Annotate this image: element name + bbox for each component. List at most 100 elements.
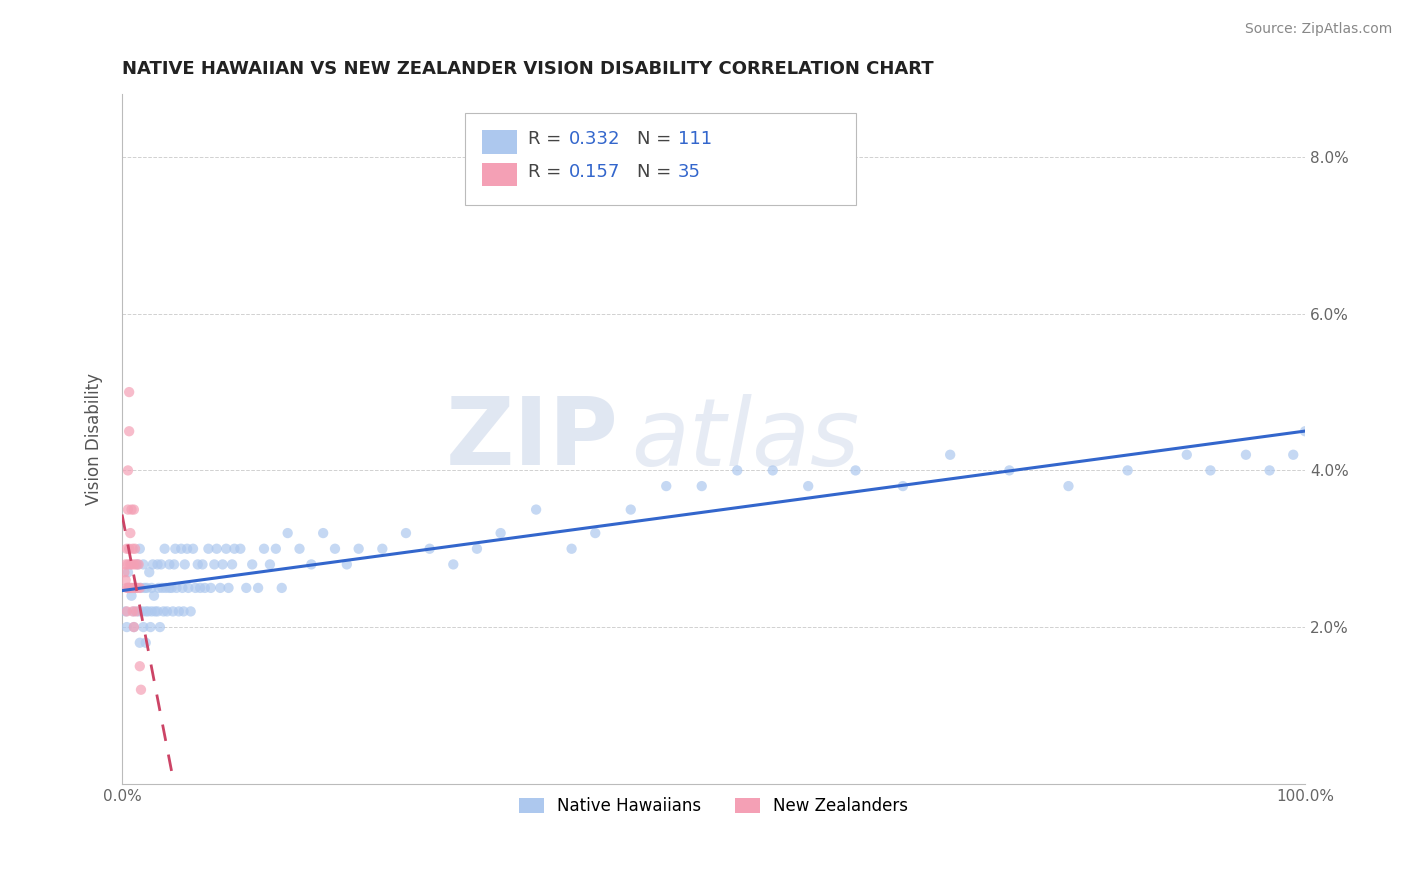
Point (138, 566, 160, 580)
Point (132, 558, 155, 572)
Point (524, 502, 547, 516)
Point (120, 581, 142, 595)
Point (118, 541, 141, 556)
Point (1294, 424, 1316, 438)
Point (323, 541, 346, 556)
Point (347, 541, 370, 556)
Point (129, 581, 152, 595)
Point (180, 604, 202, 618)
Y-axis label: Vision Disability: Vision Disability (86, 373, 103, 505)
Point (336, 558, 359, 572)
Point (117, 558, 139, 572)
Point (270, 581, 292, 595)
Point (1282, 448, 1305, 462)
Point (150, 558, 173, 572)
Point (128, 581, 150, 595)
Point (128, 541, 150, 556)
Point (561, 541, 583, 556)
Point (114, 573, 136, 587)
Point (120, 526, 142, 541)
Point (240, 558, 263, 572)
Point (177, 581, 200, 595)
Point (157, 558, 180, 572)
Point (173, 604, 195, 618)
Point (139, 620, 162, 634)
Point (891, 479, 914, 493)
Point (150, 581, 173, 595)
Point (141, 604, 163, 618)
Text: R =: R = (527, 162, 567, 181)
Point (259, 558, 281, 572)
Point (142, 558, 165, 572)
Point (1116, 463, 1139, 477)
Point (118, 424, 141, 438)
Point (127, 558, 149, 572)
Point (157, 581, 180, 595)
Point (135, 604, 157, 618)
Point (135, 636, 157, 650)
Point (202, 558, 225, 572)
Point (211, 558, 233, 572)
Point (1199, 463, 1222, 477)
Point (118, 581, 141, 595)
Point (128, 659, 150, 673)
Point (127, 581, 149, 595)
Point (200, 581, 222, 595)
Point (762, 463, 785, 477)
Point (277, 526, 299, 541)
Point (128, 604, 150, 618)
Point (187, 558, 209, 572)
Point (143, 589, 166, 603)
Point (395, 526, 418, 541)
Point (163, 558, 186, 572)
Point (136, 604, 159, 618)
Point (134, 581, 156, 595)
Point (152, 604, 174, 618)
Point (141, 581, 163, 595)
Point (224, 541, 246, 556)
Point (939, 448, 962, 462)
Point (176, 541, 198, 556)
Point (419, 541, 441, 556)
Point (122, 620, 145, 634)
Point (153, 541, 176, 556)
Point (441, 558, 464, 572)
Point (117, 463, 139, 477)
Point (121, 502, 143, 516)
Point (170, 541, 193, 556)
Point (221, 558, 243, 572)
Point (1175, 448, 1198, 462)
Point (583, 526, 606, 541)
Point (465, 541, 488, 556)
Text: 0.332: 0.332 (569, 130, 620, 148)
Point (191, 558, 214, 572)
Point (114, 558, 136, 572)
Point (115, 604, 138, 618)
Point (120, 558, 142, 572)
Point (172, 581, 194, 595)
Point (121, 581, 143, 595)
Point (844, 463, 866, 477)
Point (122, 604, 145, 618)
Point (146, 604, 169, 618)
Point (253, 541, 276, 556)
Text: 35: 35 (678, 162, 702, 181)
Point (132, 620, 155, 634)
FancyBboxPatch shape (465, 113, 855, 205)
Point (149, 620, 172, 634)
Point (247, 581, 270, 595)
Point (797, 479, 820, 493)
Point (725, 463, 748, 477)
Point (128, 558, 150, 572)
Point (135, 581, 157, 595)
Point (128, 636, 150, 650)
Point (122, 620, 145, 634)
Point (312, 526, 335, 541)
Point (620, 502, 643, 516)
Point (181, 541, 204, 556)
Point (173, 558, 195, 572)
Text: N =: N = (637, 162, 676, 181)
Text: atlas: atlas (631, 393, 859, 484)
Point (184, 581, 207, 595)
Point (165, 541, 187, 556)
